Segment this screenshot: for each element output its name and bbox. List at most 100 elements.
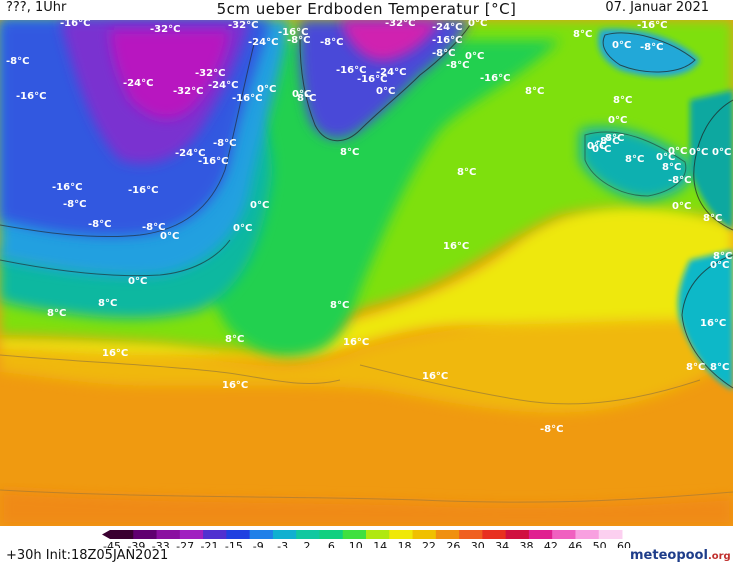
- coastline-scandinavia: [693, 99, 733, 231]
- temp-label: -8°C: [63, 199, 86, 210]
- temp-label: 0°C: [710, 260, 729, 271]
- temp-label: -16°C: [232, 93, 262, 104]
- temp-label: -8°C: [540, 424, 563, 435]
- temp-label: -8°C: [320, 37, 343, 48]
- map-title: 5cm ueber Erdboden Temperatur [°C]: [216, 0, 517, 18]
- colorbar-swatch: [575, 530, 600, 539]
- colorbar-tick-label: 30: [471, 540, 485, 548]
- temp-label: -32°C: [228, 20, 258, 31]
- temp-label: -24°C: [123, 78, 153, 89]
- colorbar-tick-label: -39: [127, 540, 145, 548]
- colorbar-tick-label: 10: [349, 540, 363, 548]
- field-south-deep: [0, 490, 733, 526]
- temp-label: 0°C: [468, 20, 487, 29]
- temp-label: 16°C: [443, 241, 469, 252]
- field-greenland-core: [340, 20, 440, 61]
- temp-label: 0°C: [656, 152, 675, 163]
- colorbar-tick-label: 18: [398, 540, 412, 548]
- colorbar-swatch: [482, 530, 507, 539]
- colorbar-swatch: [598, 530, 623, 539]
- temp-label: 8°C: [713, 251, 732, 262]
- colorbar-swatch: [272, 530, 297, 539]
- colorbar-tick-label: -9: [253, 540, 264, 548]
- colorbar-tick-label: -15: [225, 540, 243, 548]
- colorbar-ticks: -45 -39 -33 -27 -21 -15 -9 -3 2 6 10 14 18 22 26 30 34 38…: [103, 540, 631, 548]
- temp-label: -16°C: [480, 73, 510, 84]
- temp-label: 0°C: [712, 147, 731, 158]
- colorbar-tick-label: 26: [446, 540, 460, 548]
- colorbar-tick-label: 2: [304, 540, 311, 548]
- colorbar-swatch: [319, 530, 344, 539]
- temp-label: 8°C: [47, 308, 66, 319]
- colorbar-tick-label: 22: [422, 540, 436, 548]
- temperature-map[interactable]: -16°C -8°C -16°C -32°C -32°C -24°C -16°C…: [0, 20, 733, 526]
- temp-label: -32°C: [173, 86, 203, 97]
- temp-label: 8°C: [686, 362, 705, 373]
- logo-main: meteopool: [630, 548, 708, 563]
- colorbar-tick-label: -3: [277, 540, 288, 548]
- colorbar-swatch: [552, 530, 576, 539]
- colorbar-swatch: [412, 530, 437, 539]
- temp-label: -16°C: [357, 74, 387, 85]
- temp-label: 0°C: [160, 231, 179, 242]
- temp-label: -24°C: [376, 67, 406, 78]
- run-label: ???, 1Uhr: [6, 0, 67, 15]
- coastline-greenland: [299, 24, 471, 142]
- colorbar-tick-label: 42: [544, 540, 558, 548]
- temp-label: -32°C: [195, 68, 225, 79]
- temp-label: 0°C: [292, 89, 311, 100]
- colorbar-swatch: [459, 530, 483, 539]
- field-scandinavia: [690, 90, 733, 230]
- temp-label: 8°C: [225, 334, 244, 345]
- temp-label: -8°C: [88, 219, 111, 230]
- logo-suffix: .org: [707, 551, 731, 562]
- temp-label: -8°C: [287, 35, 310, 46]
- temp-label: 0°C: [587, 141, 606, 152]
- forecast-init: +30h Init:18Z05JAN2021: [6, 548, 169, 563]
- colorbar-swatch: [342, 530, 367, 539]
- colorbar-tick-label: -27: [176, 540, 194, 548]
- temp-label: -16°C: [60, 20, 90, 29]
- colorbar-swatch: [389, 530, 414, 539]
- footer: -45 -39 -33 -27 -21 -15 -9 -3 2 6 10 14 18 22 26 30 34 38…: [0, 526, 733, 566]
- temp-label: 8°C: [297, 93, 316, 104]
- field-yellow-orange: [0, 310, 733, 413]
- temp-label: -24°C: [175, 148, 205, 159]
- colorbar-tick-label: -33: [152, 540, 170, 548]
- colorbar-swatch: [110, 530, 134, 539]
- meteopool-logo[interactable]: meteopool.org: [630, 548, 731, 563]
- colorbar-tick-label: -45: [103, 540, 121, 548]
- temp-label: 8°C: [525, 86, 544, 97]
- field-greenland: [299, 20, 470, 139]
- temp-label: -8°C: [142, 222, 165, 233]
- colorbar-tick-label: 34: [495, 540, 509, 548]
- colorbar-swatch: [156, 530, 181, 539]
- temp-label: -24°C: [432, 22, 462, 33]
- temp-label: 0°C: [592, 144, 611, 155]
- colorbar-tick-label: 60: [617, 540, 631, 548]
- temp-label: -16°C: [16, 91, 46, 102]
- temp-label: 0°C: [608, 115, 627, 126]
- temp-label: -8°C: [213, 138, 236, 149]
- temp-label: -16°C: [198, 156, 228, 167]
- temp-label: 8°C: [340, 147, 359, 158]
- field-norway: [580, 127, 693, 200]
- colorbar-swatch: [505, 530, 530, 539]
- colorbar-swatch: [366, 530, 390, 539]
- temp-label: 16°C: [422, 371, 448, 382]
- colorbar-swatches: [102, 530, 623, 539]
- coastline-norway-islands: [584, 131, 687, 197]
- temp-label: 8°C: [330, 300, 349, 311]
- temp-label: 8°C: [662, 162, 681, 173]
- temp-label: -8°C: [640, 42, 663, 53]
- temp-label: 0°C: [465, 51, 484, 62]
- temp-label: 8°C: [625, 154, 644, 165]
- forecast-date: 07. Januar 2021: [605, 0, 709, 15]
- colorbar-tick-label: -21: [201, 540, 219, 548]
- temp-label: -16°C: [432, 35, 462, 46]
- temp-label: 16°C: [700, 318, 726, 329]
- temp-label: -24°C: [208, 80, 238, 91]
- temp-label: -16°C: [637, 20, 667, 31]
- coastline-canada: [0, 39, 256, 238]
- temp-label: 0°C: [376, 86, 395, 97]
